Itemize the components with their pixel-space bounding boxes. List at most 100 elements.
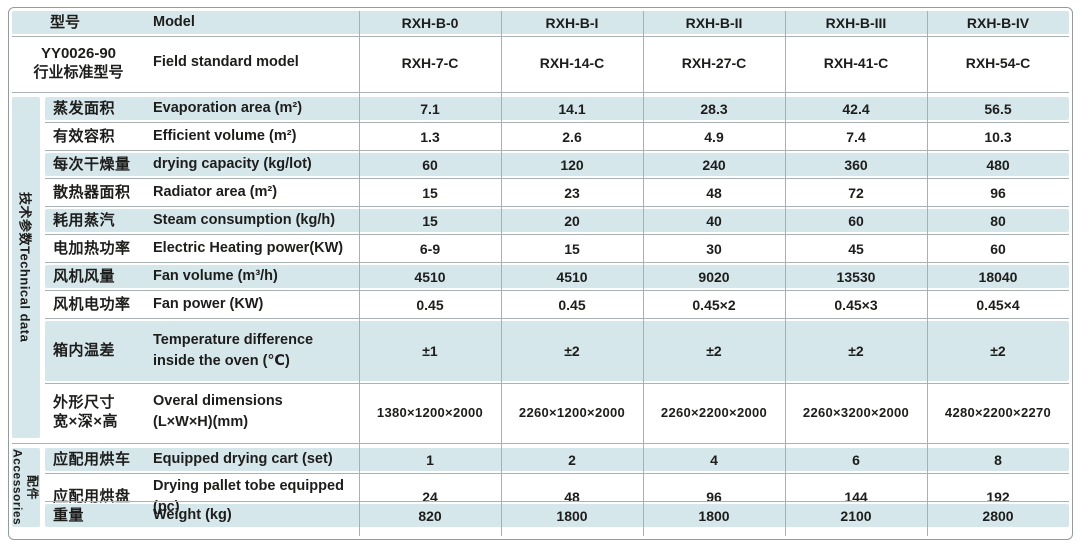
cell-value: 2800 xyxy=(982,507,1014,524)
cell-value: 820 xyxy=(418,507,442,524)
row-label-en: Efficient volume (m²) xyxy=(153,127,297,144)
row-label-en: Radiator area (m²) xyxy=(153,183,278,200)
cell-value: 56.5 xyxy=(984,100,1012,117)
cell-value: 1380×1200×2000 xyxy=(376,404,484,420)
cell-value: 48 xyxy=(706,184,722,201)
standard-col-4: RXH-54-C xyxy=(965,55,1031,71)
model-label-en: Model xyxy=(153,13,195,30)
cell-value: 4510 xyxy=(414,268,446,285)
row-label-en: Evaporation area (m²) xyxy=(153,99,303,116)
cell-value: 14.1 xyxy=(558,100,586,117)
cell-value: 4280×2200×2270 xyxy=(944,404,1052,420)
cell-value: 96 xyxy=(990,184,1006,201)
cell-value: 30 xyxy=(706,240,722,257)
cell-value: ±1 xyxy=(422,343,438,359)
row-label-en: Electric Heating power(KW) xyxy=(153,239,344,256)
table-row-evaporation-area: 蒸发面积 Evaporation area (m²) 7.1 14.1 28.3… xyxy=(45,97,1069,120)
row-label-en: Temperature difference inside the oven (… xyxy=(153,331,314,369)
cell-value: 2.6 xyxy=(562,128,582,145)
accessories-section-strip: Accessories 配件 xyxy=(11,448,40,527)
header-row-standard: YY0026-90 行业标准型号 Field standard model RX… xyxy=(12,39,1069,87)
cell-value: 15 xyxy=(422,212,438,229)
row-label-zh: 应配用烘车 xyxy=(53,450,131,468)
table-row-overall-dimensions: 外形尺寸 宽×深×高 Overal dimensions (L×W×H)(mm)… xyxy=(45,386,1069,438)
cell-value: 2 xyxy=(568,451,576,468)
table-row-drying-cart: 应配用烘车 Equipped drying cart (set) 1 2 4 6… xyxy=(45,448,1069,471)
cell-value: 6-9 xyxy=(419,240,441,257)
cell-value: 60 xyxy=(848,212,864,229)
cell-value: 2260×2200×2000 xyxy=(660,404,768,420)
cell-value: 45 xyxy=(848,240,864,257)
model-col-3: RXH-B-III xyxy=(825,14,887,31)
cell-value: 1.3 xyxy=(420,128,440,145)
cell-value: 80 xyxy=(990,212,1006,229)
cell-value: 6 xyxy=(852,451,860,468)
row-label-en: Fan volume (m³/h) xyxy=(153,267,278,284)
table-row-electric-heating-power: 电加热功率 Electric Heating power(KW) 6-9 15 … xyxy=(45,237,1069,260)
row-label-en: Drying pallet tobe equipped (pc) xyxy=(153,478,344,516)
cell-value: 72 xyxy=(848,184,864,201)
standard-col-1: RXH-14-C xyxy=(539,55,605,71)
cell-value: 23 xyxy=(564,184,580,201)
section-separator xyxy=(12,87,1069,97)
table-row-weight: 重量 Weight (kg) 820 1800 1800 2100 2800 xyxy=(45,504,1069,527)
cell-value: 60 xyxy=(990,240,1006,257)
standard-col-2: RXH-27-C xyxy=(681,55,747,71)
row-label-zh: 风机电功率 xyxy=(53,295,131,313)
cell-value: 4 xyxy=(710,451,718,468)
cell-value: 4510 xyxy=(556,268,588,285)
row-label-zh: 散热器面积 xyxy=(53,183,131,201)
cell-value: 0.45×4 xyxy=(976,296,1020,313)
table-row-fan-power: 风机电功率 Fan power (KW) 0.45 0.45 0.45×2 0.… xyxy=(45,293,1069,316)
header-row-model: 型号 Model RXH-B-0 RXH-B-I RXH-B-II RXH-B-… xyxy=(12,11,1069,34)
standard-col-0: RXH-7-C xyxy=(401,55,459,71)
technical-section: 技术参数Technical data 蒸发面积 Evaporation area… xyxy=(12,97,1069,438)
model-label-zh: 型号 xyxy=(50,13,81,31)
section-separator xyxy=(12,438,1069,448)
table-row-efficient-volume: 有效容积 Efficient volume (m²) 1.3 2.6 4.9 7… xyxy=(45,125,1069,148)
cell-value: 120 xyxy=(560,156,584,173)
row-label-zh: 电加热功率 xyxy=(53,239,131,257)
technical-section-label: 技术参数Technical data xyxy=(17,192,33,343)
row-label-en: Weight (kg) xyxy=(153,506,232,523)
model-col-2: RXH-B-II xyxy=(685,14,743,31)
cell-value: 10.3 xyxy=(984,128,1012,145)
spec-table: 型号 Model RXH-B-0 RXH-B-I RXH-B-II RXH-B-… xyxy=(8,7,1073,540)
cell-value: 15 xyxy=(422,184,438,201)
table-row-steam-consumption: 耗用蒸汽 Steam consumption (kg/h) 15 20 40 6… xyxy=(45,209,1069,232)
cell-value: 0.45×3 xyxy=(834,296,878,313)
cell-value: 60 xyxy=(422,156,438,173)
cell-value: 9020 xyxy=(698,268,730,285)
technical-section-strip: 技术参数Technical data xyxy=(12,97,40,438)
cell-value: 15 xyxy=(564,240,580,257)
cell-value: 1 xyxy=(426,451,434,468)
row-label-en: Equipped drying cart (set) xyxy=(153,450,333,467)
cell-value: 2260×1200×2000 xyxy=(518,404,626,420)
cell-value: 18040 xyxy=(978,268,1018,285)
cell-value: 1800 xyxy=(556,507,588,524)
cell-value: 7.4 xyxy=(846,128,866,145)
cell-value: 40 xyxy=(706,212,722,229)
model-col-4: RXH-B-IV xyxy=(966,14,1030,31)
cell-value: 1800 xyxy=(698,507,730,524)
row-label-zh: 有效容积 xyxy=(53,127,116,145)
row-label-zh: 箱内温差 xyxy=(53,342,116,360)
cell-value: 2100 xyxy=(840,507,872,524)
standard-label-en: Field standard model xyxy=(153,54,299,71)
row-label-zh: 重量 xyxy=(53,506,85,524)
cell-value: ±2 xyxy=(706,343,722,359)
cell-value: 360 xyxy=(844,156,868,173)
cell-value: 42.4 xyxy=(842,100,870,117)
cell-value: 8 xyxy=(994,451,1002,468)
cell-value: ±2 xyxy=(848,343,864,359)
row-label-en: Overal dimensions (L×W×H)(mm) xyxy=(153,392,283,430)
cell-value: 0.45×2 xyxy=(692,296,736,313)
table-row-radiator-area: 散热器面积 Radiator area (m²) 15 23 48 72 96 xyxy=(45,181,1069,204)
standard-label-zh: YY0026-90 行业标准型号 xyxy=(33,44,124,82)
cell-value: 2260×3200×2000 xyxy=(802,404,910,420)
accessories-section-label-zh: 配件 xyxy=(25,474,40,500)
row-label-zh: 外形尺寸 宽×深×高 xyxy=(53,393,119,431)
cell-value: 28.3 xyxy=(700,100,728,117)
cell-value: 4.9 xyxy=(704,128,724,145)
